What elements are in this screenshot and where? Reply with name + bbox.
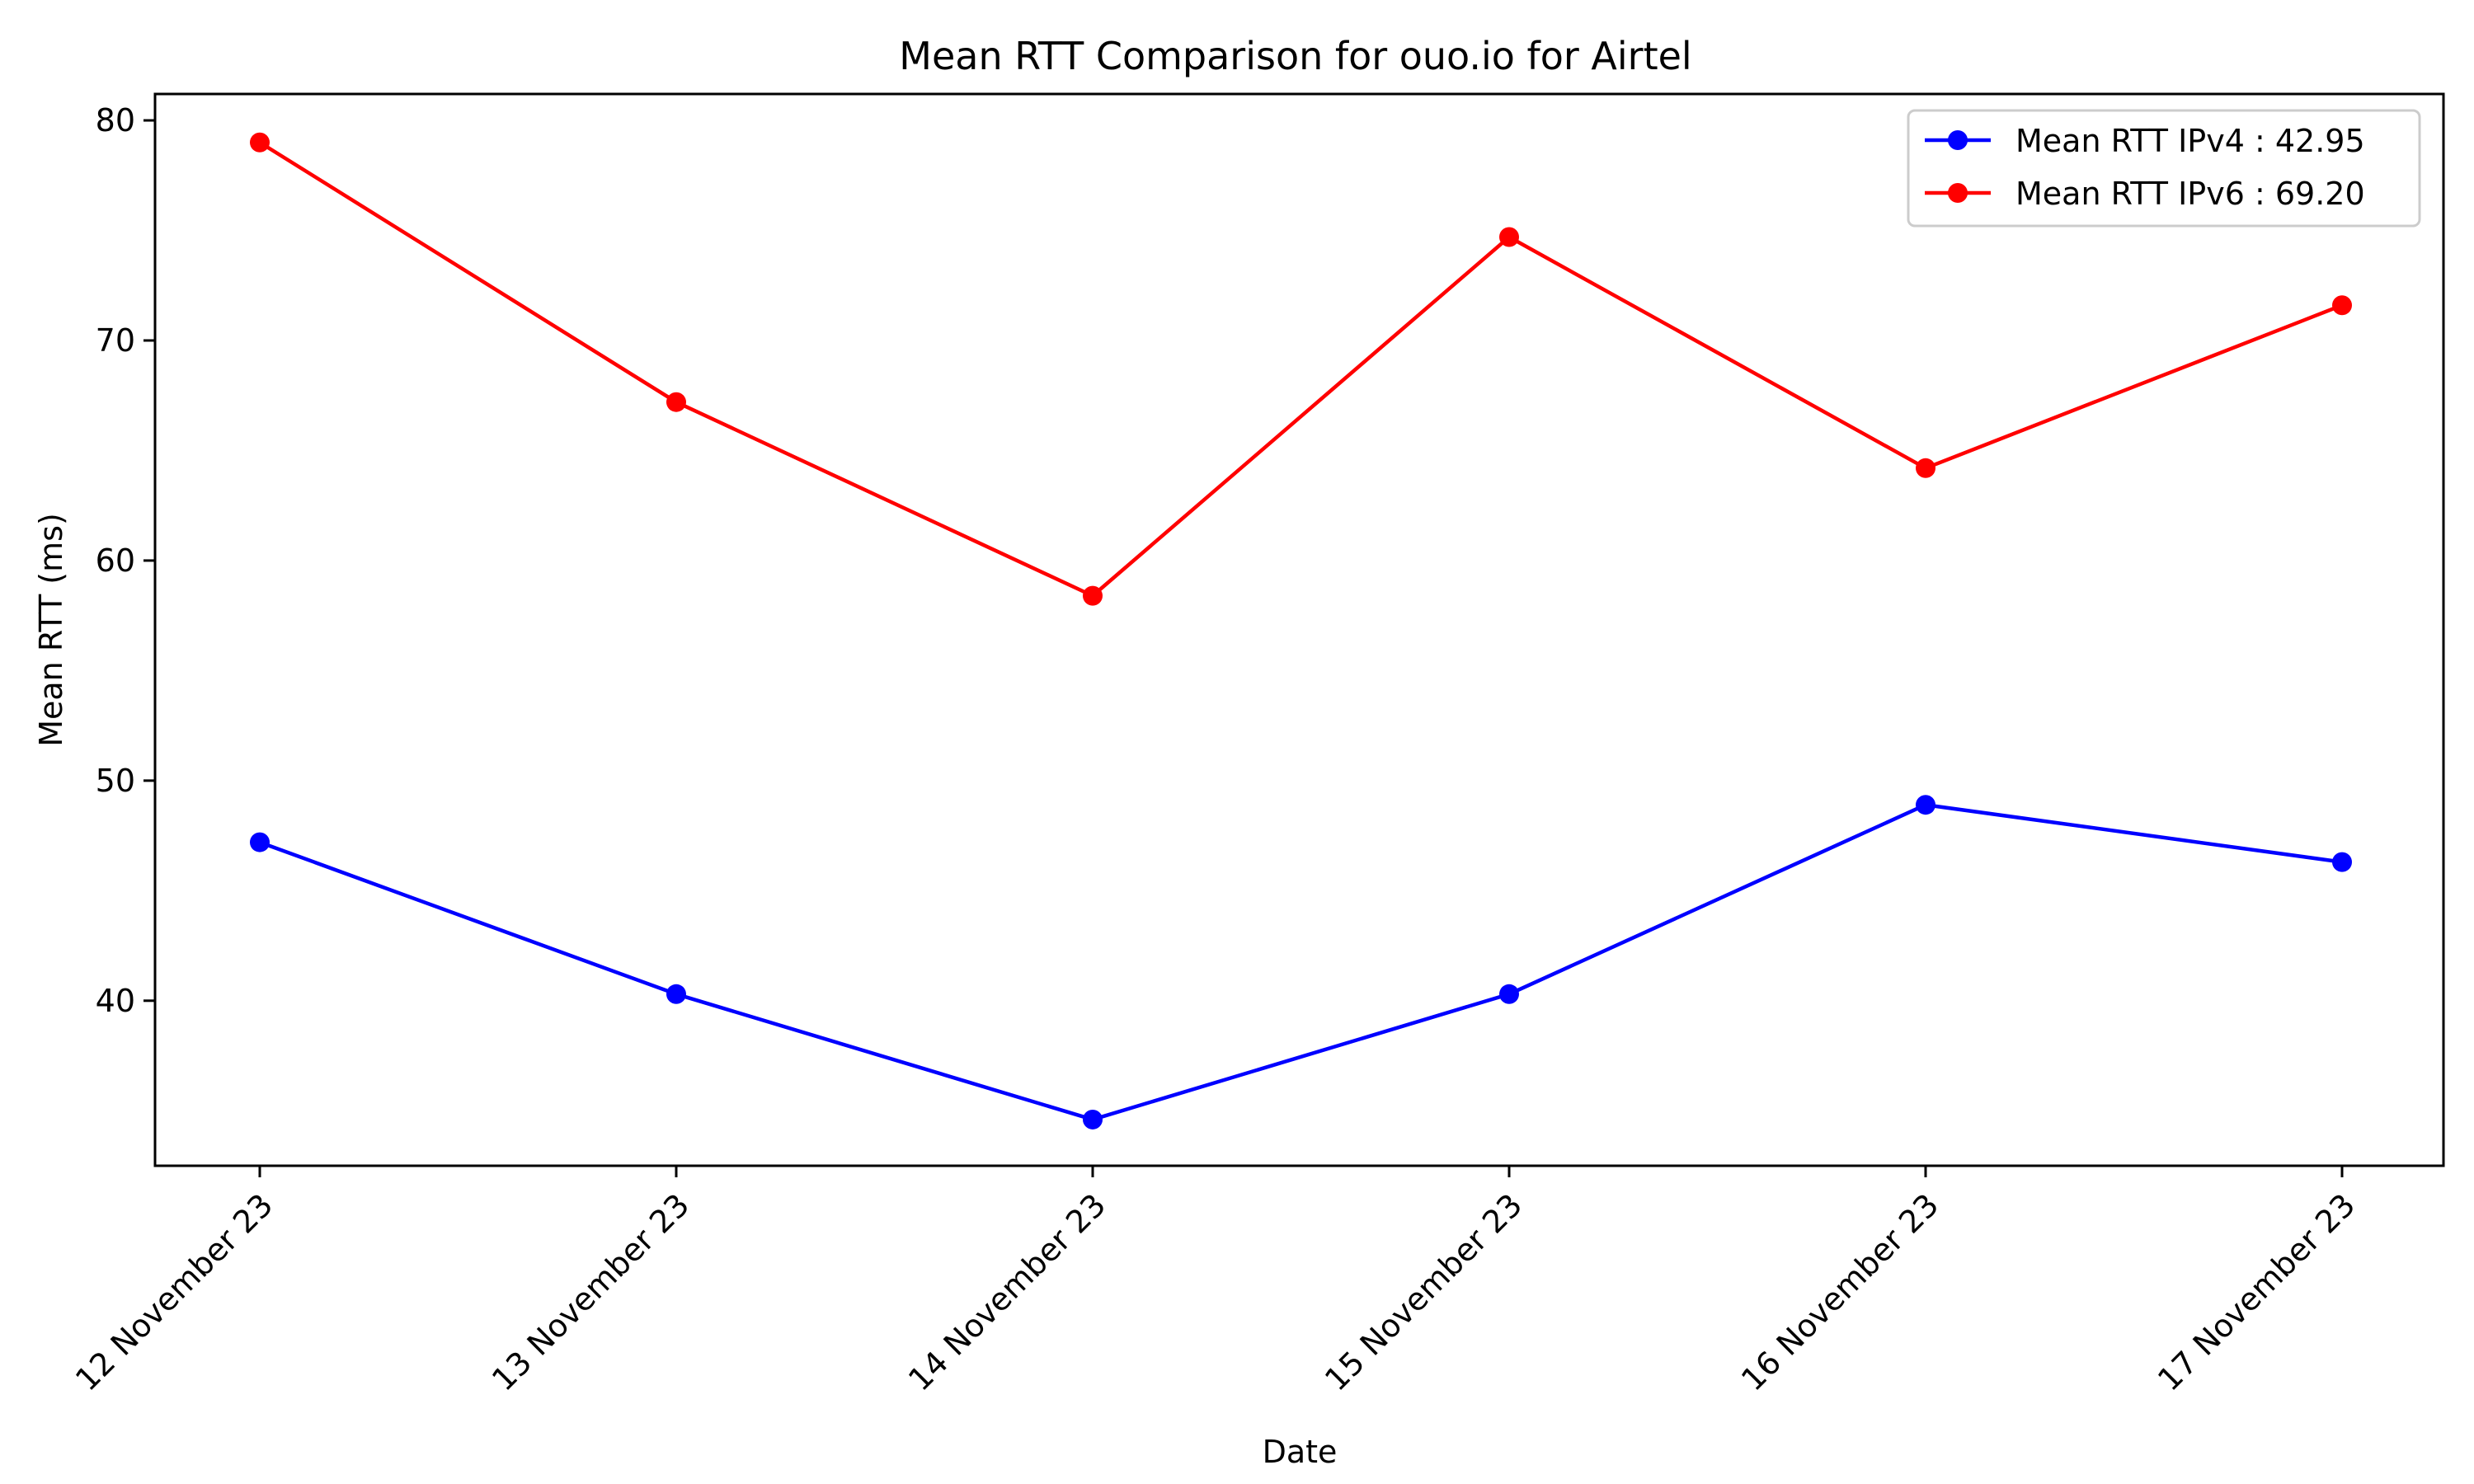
- y-tick-label: 70: [96, 322, 135, 359]
- data-point: [1499, 227, 1519, 247]
- legend-label: Mean RTT IPv6 : 69.20: [2015, 176, 2365, 212]
- y-axis: 40 50 60 70 80: [96, 102, 155, 1019]
- data-point: [2332, 295, 2352, 316]
- legend-marker: [1948, 183, 1968, 203]
- y-tick-label: 50: [96, 763, 135, 799]
- y-tick-label: 40: [96, 983, 135, 1019]
- x-axis-label: Date: [1263, 1434, 1338, 1470]
- data-point: [1499, 984, 1519, 1004]
- data-point: [1083, 1109, 1103, 1129]
- y-tick-label: 80: [96, 102, 135, 139]
- plot-frame: [153, 92, 2445, 1167]
- data-point: [1083, 585, 1103, 606]
- legend-box: [1907, 109, 2421, 228]
- data-point: [1916, 458, 1935, 478]
- y-axis-label: Mean RTT (ms): [33, 513, 69, 747]
- legend-item: Mean RTT IPv4 : 42.95: [1925, 123, 2365, 159]
- data-point: [2332, 852, 2352, 872]
- data-point: [666, 984, 686, 1004]
- data-point: [250, 832, 270, 852]
- legend-label: Mean RTT IPv4 : 42.95: [2015, 123, 2365, 159]
- chart-title: Mean RTT Comparison for ouo.io for Airte…: [899, 34, 1691, 78]
- series-line: [258, 140, 2343, 598]
- data-point: [666, 392, 686, 412]
- legend-item: Mean RTT IPv6 : 69.20: [1925, 176, 2365, 212]
- legend: Mean RTT IPv4 : 42.95 Mean RTT IPv6 : 69.…: [1907, 109, 2421, 228]
- data-point: [1916, 795, 1935, 815]
- series-line: [259, 802, 2343, 1122]
- data-point: [250, 132, 270, 153]
- series-1: [250, 132, 2352, 606]
- series-0: [250, 795, 2352, 1129]
- series-layer: [250, 132, 2352, 1129]
- y-tick-label: 60: [96, 542, 135, 579]
- legend-marker: [1948, 130, 1968, 150]
